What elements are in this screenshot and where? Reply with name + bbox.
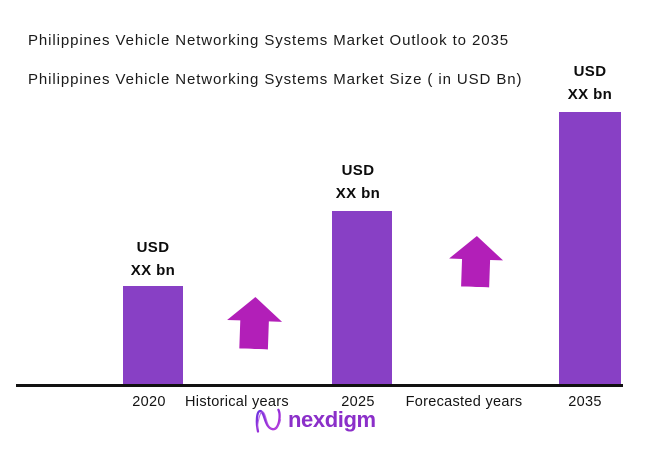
bar-2020 [123, 286, 183, 385]
up-arrow-icon [448, 235, 504, 288]
x-tick-2025: 2025 [341, 394, 375, 410]
up-arrow-icon [226, 296, 283, 350]
chart-subtitle: Philippines Vehicle Networking Systems M… [28, 71, 523, 88]
x-tick-2035: 2035 [568, 394, 602, 410]
bar-value-line2: XX bn [567, 86, 613, 103]
bar-value-line2: XX bn [335, 185, 381, 202]
bar-value-label-2025: USD XX bn [298, 159, 418, 205]
x-axis-line [16, 384, 623, 387]
bar-value-line1: USD [573, 63, 607, 80]
bar-value-line1: USD [136, 239, 170, 256]
bar-value-line2: XX bn [130, 262, 176, 279]
bar-value-label-2020: USD XX bn [93, 236, 213, 282]
bar-value-label-2035: USD XX bn [530, 60, 650, 106]
x-tick-2020: 2020 [132, 394, 166, 410]
nexdigm-logo-text: nexdigm [288, 407, 376, 432]
x-annotation-forecasted-years: Forecasted years [405, 394, 523, 410]
chart-title: Philippines Vehicle Networking Systems M… [28, 32, 509, 49]
bar-2035 [559, 112, 621, 385]
nexdigm-logo: nexdigm [254, 405, 376, 435]
bar-2025 [332, 211, 392, 385]
bar-value-line1: USD [341, 162, 375, 179]
x-annotation-historical-years: Historical years [185, 394, 289, 410]
nexdigm-logo-icon [254, 406, 284, 435]
